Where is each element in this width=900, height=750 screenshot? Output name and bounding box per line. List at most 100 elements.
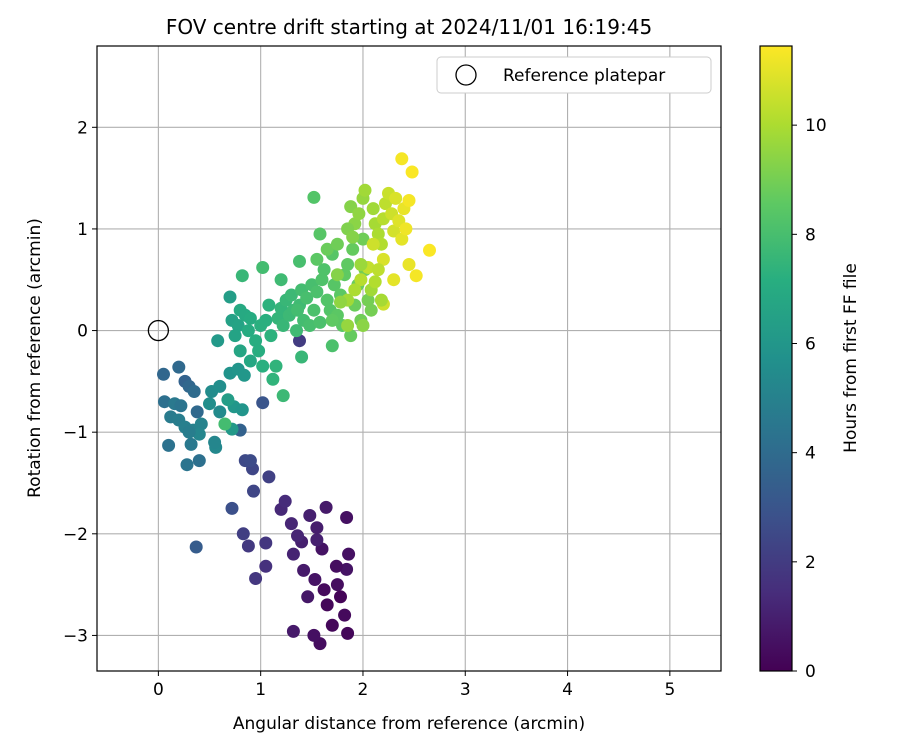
data-point [174,399,188,413]
data-point [259,559,273,573]
data-point [300,291,314,305]
colorbar-ticks: 0 2 4 6 8 10 [792,116,827,682]
y-tick-label: −2 [63,525,88,545]
data-point [342,547,356,561]
data-point [358,183,372,197]
data-point [213,405,227,419]
data-point [241,324,255,338]
data-point [352,207,366,221]
data-point [189,540,203,554]
data-point [371,263,385,277]
data-point [368,275,382,289]
data-point [157,367,170,381]
data-point [366,237,380,251]
data-point [203,397,216,411]
data-point [264,329,278,343]
data-point [301,590,315,604]
x-tick-label: 2 [358,680,369,700]
legend-box [436,56,712,94]
data-point [194,417,208,431]
data-point [409,269,423,283]
data-point [225,501,239,515]
data-point [310,252,324,266]
data-point [172,360,186,374]
data-point [317,263,331,277]
data-point [262,298,276,312]
data-point [387,224,401,238]
data-point [334,295,347,309]
data-point [327,278,341,292]
data-point [310,533,324,547]
data-point [371,227,385,241]
data-point [319,500,333,514]
colorbar-tick-label: 10 [805,116,827,136]
data-point [361,293,375,307]
data-point [190,405,204,419]
data-point [303,319,317,332]
data-point [315,273,329,287]
data-point [162,438,176,452]
data-point [291,529,304,543]
data-point [256,396,270,410]
data-point [208,435,222,449]
colorbar: 0 2 4 6 8 10 Hours from first FF file [759,45,861,682]
data-point [243,311,257,325]
data-point [278,494,292,508]
y-tick-label: 0 [77,322,88,342]
data-point [293,334,306,348]
data-point [354,273,368,287]
x-tick-label: 4 [562,680,573,700]
data-point [221,393,235,407]
data-point [313,227,327,241]
x-tick-label: 3 [460,680,471,700]
data-point [249,334,263,348]
data-point [348,283,362,297]
data-point [340,511,354,524]
data-point [344,329,358,343]
data-point [356,232,370,246]
data-point [364,303,378,317]
data-point [310,521,324,535]
data-point [266,372,280,386]
data-point [356,319,370,332]
data-point [405,165,419,179]
data-point [286,547,300,561]
data-point [402,194,416,207]
data-point [317,583,331,597]
data-point [213,379,227,393]
grid-lines [97,46,721,671]
data-point [325,339,339,353]
data-point [241,539,255,553]
data-point [235,269,249,283]
data-point [182,425,196,439]
colorbar-tick-label: 4 [805,444,816,464]
reference-platepar-marker [147,319,170,342]
data-point [354,258,368,271]
data-point [262,470,276,484]
data-point [276,389,290,403]
y-axis-ticks: −3 −2 −1 0 1 2 [63,118,97,646]
legend-label-reference: Reference platepar [503,66,665,86]
data-point [236,527,250,541]
data-point [276,319,290,332]
data-point [187,385,201,398]
data-point [192,427,206,441]
colorbar-tick-label: 6 [805,334,816,354]
legend: Reference platepar [436,56,712,94]
data-point [249,572,263,585]
data-point [184,437,198,451]
y-tick-label: 1 [77,220,88,240]
data-point [223,290,237,304]
data-point [310,285,324,299]
data-point [295,350,309,364]
data-point [399,222,413,236]
data-point [334,590,347,604]
colorbar-tick-label: 0 [805,662,816,682]
plot-frame [96,45,722,672]
data-point [243,354,257,368]
data-point [158,395,171,409]
y-tick-label: 2 [77,118,88,138]
data-point [303,509,317,522]
x-axis-label: Angular distance from reference (arcmin) [233,714,585,734]
data-point [313,315,327,329]
